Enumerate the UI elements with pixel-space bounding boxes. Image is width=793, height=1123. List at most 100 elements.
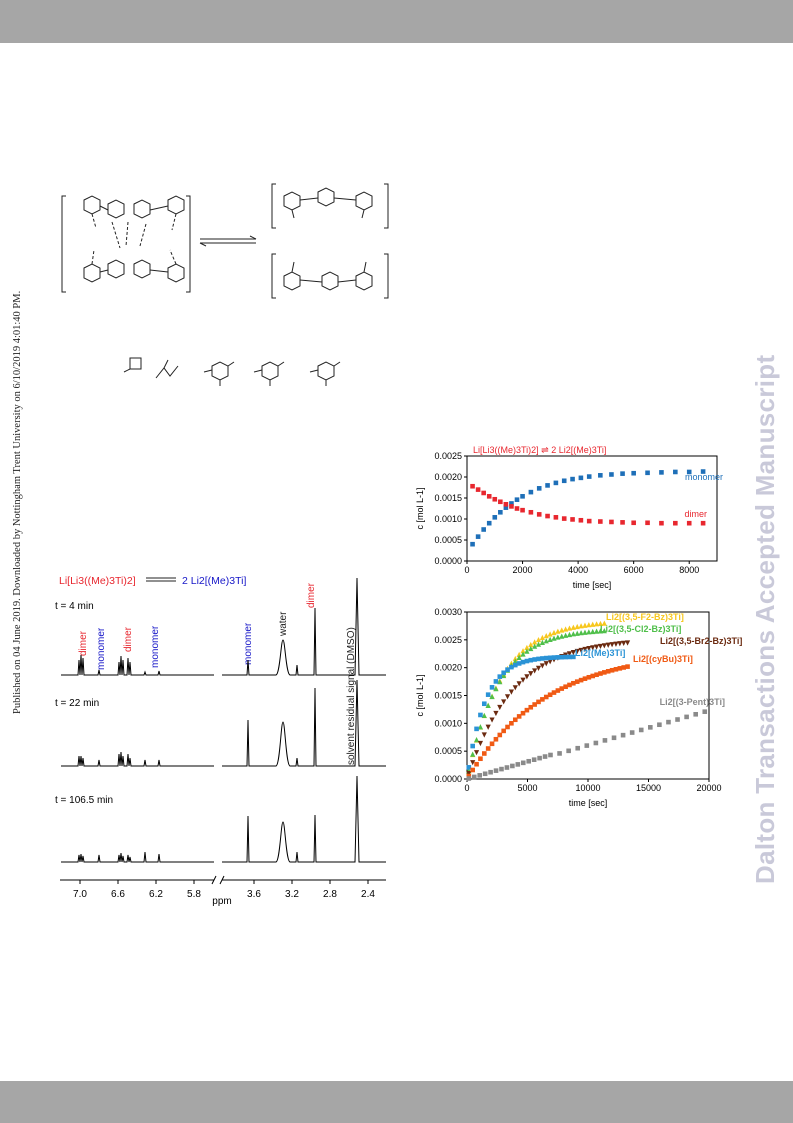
chart1-point-monomer [470, 541, 475, 547]
chart2-point-Li2[(3,5-Cl2-Bz)3Ti] [535, 641, 542, 647]
chart2-point-Li2[(3,5-Cl2-Bz)3Ti] [566, 631, 573, 638]
chart1-point-monomer [561, 478, 567, 484]
chart1-point-monomer [509, 501, 514, 506]
chart2-point-Li2[(3,5-Br2-Bz)3Ti] [481, 732, 487, 738]
chart1-ytick-label: 0.0010 [434, 514, 462, 524]
chart2-point-Li2[(Me)3Ti] [466, 765, 472, 770]
chart2-point-Li2[(cyBu)3Ti] [567, 682, 572, 688]
chart2-point-Li2[(3,5-Br2-Bz)3Ti] [535, 665, 542, 671]
chart2-point-Li2[(cyBu)3Ti] [489, 741, 495, 747]
nmr-trace-22min-left [61, 751, 214, 767]
chart2-point-Li2[(3,5-Br2-Bz)3Ti] [597, 643, 604, 650]
chart1-point-monomer [620, 471, 625, 476]
chart2-point-Li2[(3,5-Cl2-Bz)3Ti] [574, 630, 580, 636]
chart2-xtick-label: 15000 [636, 783, 661, 793]
chart2-xtick-label: 5000 [517, 783, 537, 793]
chart1-point-monomer [520, 494, 525, 499]
chart2-point-Li2[(cyBu)3Ti] [547, 692, 553, 698]
chart1-xtick-label: 6000 [624, 565, 644, 575]
chart2-point-Li2[(3,5-Br2-Bz)3Ti] [520, 677, 526, 683]
chart2-point-Li2[(3,5-Cl2-Bz)3Ti] [590, 628, 596, 635]
nmr-trace-4min-right [222, 577, 386, 676]
chart2-point-Li2[(3-Pent)3Ti] [499, 766, 504, 772]
chart2-xtick-label: 10000 [575, 783, 600, 793]
chart2-point-Li2[(cyBu)3Ti] [497, 732, 503, 738]
chart1-point-monomer [528, 489, 534, 495]
kinetics-chart-me: 0 2000 4000 6000 8000 0.0000 0.0005 0.0010 0.001… [415, 445, 723, 590]
chart2-point-Li2[(3,5-F2-Bz)3Ti] [586, 622, 592, 628]
chart2-series-label-Li2[(Me)3Ti]: Li2[(Me)3Ti] [575, 648, 625, 658]
chart1-point-dimer [598, 519, 603, 524]
chart2-ytick-label: 0.0010 [434, 718, 462, 728]
chart2-ytick-label: 0.0020 [434, 663, 462, 673]
chart1-point-dimer [570, 517, 575, 522]
chart2-point-Li2[(3,5-Cl2-Bz)3Ti] [555, 634, 561, 640]
chart2-point-Li2[(3,5-Cl2-Bz)3Ti] [477, 724, 484, 730]
nmr-axis-label: ppm [212, 896, 231, 907]
chart2-point-Li2[(3,5-Cl2-Bz)3Ti] [559, 633, 565, 639]
chart2-point-Li2[(3-Pent)3Ti] [466, 776, 472, 781]
chart2-point-Li2[(cyBu)3Ti] [474, 761, 479, 767]
chart2-ylabel: c [mol L-1] [415, 674, 425, 716]
chart2-point-Li2[(3-Pent)3Ti] [537, 755, 542, 761]
chart2-point-Li2[(Me)3Ti] [524, 658, 530, 664]
chart1-point-monomer [645, 470, 650, 476]
chart2-point-Li2[(cyBu)3Ti] [516, 714, 522, 719]
chart2-point-Li2[(3,5-Cl2-Bz)3Ti] [497, 679, 503, 685]
monomer-structure-drawing [271, 183, 389, 299]
chart1-point-dimer [631, 520, 636, 526]
chart2-point-Li2[(Me)3Ti] [528, 657, 534, 663]
chart1-point-dimer [470, 483, 475, 489]
chart2-point-Li2[(3,5-Br2-Bz)3Ti] [601, 643, 607, 649]
chart2-point-Li2[(3,5-F2-Bz)3Ti] [601, 620, 607, 626]
chart2-point-Li2[(cyBu)3Ti] [563, 684, 568, 690]
chart2-point-Li2[(3,5-F2-Bz)3Ti] [570, 624, 576, 630]
chart2-point-Li2[(3,5-F2-Bz)3Ti] [543, 633, 549, 639]
chart2-point-Li2[(Me)3Ti] [520, 659, 526, 665]
chart1-title: Li[Li3((Me)3Ti)2] ⇌ 2 Li2[(Me)3Ti] [473, 445, 606, 455]
chart2-point-Li2[(3,5-Br2-Bz)3Ti] [609, 642, 615, 648]
chart2-series-label-Li2[(cyBu)3Ti]: Li2[(cyBu)3Ti] [633, 654, 693, 664]
chart2-point-Li2[(3,5-Cl2-Bz)3Ti] [493, 686, 499, 692]
chart2-point-Li2[(3-Pent)3Ti] [471, 774, 477, 780]
chart2-ytick-label: 0.0000 [434, 774, 462, 784]
chart2-series-label-Li2[(3-Pent)3Ti]: Li2[(3-Pent)3Ti] [660, 697, 725, 707]
chart2-point-Li2[(cyBu)3Ti] [551, 690, 557, 695]
chart2-point-Li2[(3,5-F2-Bz)3Ti] [566, 625, 573, 631]
chart2-point-Li2[(3,5-F2-Bz)3Ti] [597, 620, 604, 627]
chart1-point-dimer [492, 496, 498, 502]
chart2-point-Li2[(3,5-Cl2-Bz)3Ti] [593, 628, 600, 634]
chart2-point-Li2[(Me)3Ti] [563, 654, 568, 660]
spectrum-label-106min: t = 106.5 min [55, 795, 113, 806]
chart2-point-Li2[(Me)3Ti] [551, 655, 557, 660]
chart1-point-dimer [620, 520, 625, 525]
chart2-point-Li2[(Me)3Ti] [478, 712, 483, 718]
chart2-point-Li2[(3-Pent)3Ti] [575, 745, 581, 751]
chart2-point-Li2[(3-Pent)3Ti] [542, 754, 548, 759]
chart1-point-monomer [492, 515, 498, 520]
chart1-series-label-dimer: dimer [684, 509, 707, 519]
chart2-ytick-label: 0.0030 [434, 607, 462, 617]
chart1-point-dimer [486, 494, 492, 499]
chart2-point-Li2[(Me)3Ti] [571, 654, 576, 660]
chart2-point-Li2[(cyBu)3Ti] [555, 688, 561, 693]
chart2-point-Li2[(3,5-Br2-Bz)3Ti] [528, 671, 534, 677]
chart2-point-Li2[(cyBu)3Ti] [509, 720, 514, 726]
chart2-point-Li2[(3,5-Br2-Bz)3Ti] [593, 644, 600, 650]
nmr-equilibrium-arrow [146, 577, 176, 582]
chart1-point-monomer [631, 470, 636, 476]
chart2-point-Li2[(3,5-Br2-Bz)3Ti] [566, 651, 573, 657]
chart2-point-Li2[(cyBu)3Ti] [594, 672, 599, 678]
chart2-point-Li2[(3,5-Br2-Bz)3Ti] [621, 640, 627, 646]
chart2-point-Li2[(3-Pent)3Ti] [488, 769, 493, 775]
chart2-point-Li2[(3,5-Cl2-Bz)3Ti] [524, 648, 530, 654]
chart2-point-Li2[(3,5-F2-Bz)3Ti] [555, 628, 561, 634]
nmr-tick-6.2: 6.2 [149, 889, 163, 900]
nmr-traces [61, 577, 386, 863]
chart1-point-monomer [673, 469, 678, 475]
chart2-series-label-Li2[(3,5-F2-Bz)3Ti]: Li2[(3,5-F2-Bz)3Ti] [606, 612, 684, 622]
chart2-series-label-Li2[(3,5-Cl2-Bz)3Ti]: Li2[(3,5-Cl2-Bz)3Ti] [600, 624, 681, 634]
chart2-point-Li2[(3,5-F2-Bz)3Ti] [574, 623, 580, 630]
chart1-point-dimer [536, 512, 542, 517]
chart2-point-Li2[(3-Pent)3Ti] [548, 752, 553, 758]
